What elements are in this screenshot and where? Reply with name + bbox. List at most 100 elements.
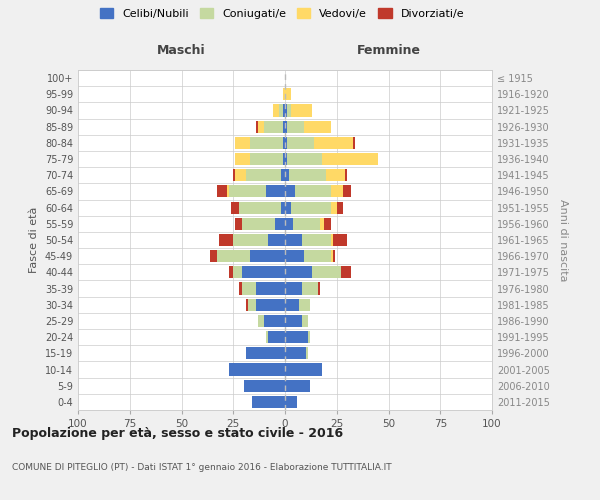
Bar <box>245 348 285 360</box>
Bar <box>242 218 275 230</box>
Bar <box>217 250 250 262</box>
Text: COMUNE DI PITEGLIO (PT) - Dati ISTAT 1° gennaio 2016 - Elaborazione TUTTITALIA.I: COMUNE DI PITEGLIO (PT) - Dati ISTAT 1° … <box>12 462 392 471</box>
Bar <box>353 137 355 149</box>
Bar <box>265 120 283 132</box>
Bar <box>256 282 285 294</box>
Bar <box>219 234 233 246</box>
Bar <box>285 348 306 360</box>
Bar <box>285 380 310 392</box>
Y-axis label: Fasce di età: Fasce di età <box>29 207 39 273</box>
Bar <box>291 104 312 117</box>
Bar <box>229 186 266 198</box>
Bar <box>302 315 308 327</box>
Bar <box>256 298 285 311</box>
Bar <box>250 137 283 149</box>
Bar <box>268 234 285 246</box>
Bar <box>299 298 310 311</box>
Bar <box>239 202 281 213</box>
Bar <box>256 120 258 132</box>
Bar <box>244 380 285 392</box>
Bar <box>231 202 239 213</box>
Bar <box>293 218 320 230</box>
Bar <box>285 396 298 408</box>
Bar <box>248 298 256 311</box>
Bar <box>258 315 265 327</box>
Bar <box>285 315 302 327</box>
Bar <box>283 120 285 132</box>
Bar <box>337 202 343 213</box>
Bar <box>252 396 285 408</box>
Bar <box>343 186 351 198</box>
Bar <box>239 282 242 294</box>
Bar <box>304 250 331 262</box>
Bar <box>283 153 285 165</box>
Bar <box>283 104 285 117</box>
Bar <box>322 153 378 165</box>
Bar <box>285 234 302 246</box>
Bar <box>287 120 304 132</box>
Bar <box>250 153 283 165</box>
Bar <box>318 282 320 294</box>
Bar <box>285 298 299 311</box>
Bar <box>245 169 281 181</box>
Bar <box>331 186 343 198</box>
Bar <box>285 137 287 149</box>
Bar <box>268 331 285 343</box>
Text: Maschi: Maschi <box>157 44 206 57</box>
Bar <box>302 234 331 246</box>
Bar <box>227 186 229 198</box>
Bar <box>314 137 353 149</box>
Bar <box>242 266 285 278</box>
Bar <box>320 218 325 230</box>
Text: Femmine: Femmine <box>356 44 421 57</box>
Y-axis label: Anni di nascita: Anni di nascita <box>558 198 568 281</box>
Bar <box>258 120 265 132</box>
Bar <box>341 266 351 278</box>
Bar <box>250 250 285 262</box>
Bar <box>283 137 285 149</box>
Bar <box>331 250 332 262</box>
Bar <box>283 88 285 101</box>
Bar <box>325 218 331 230</box>
Bar <box>235 137 250 149</box>
Bar <box>285 186 295 198</box>
Bar <box>308 331 310 343</box>
Bar <box>345 169 347 181</box>
Bar <box>332 234 347 246</box>
Bar <box>233 266 242 278</box>
Bar <box>331 234 332 246</box>
Bar <box>275 218 285 230</box>
Bar <box>285 120 287 132</box>
Bar <box>229 364 285 376</box>
Bar <box>279 104 283 117</box>
Bar <box>332 250 335 262</box>
Bar <box>211 250 217 262</box>
Bar <box>281 202 285 213</box>
Bar <box>287 104 291 117</box>
Bar <box>235 218 242 230</box>
Bar <box>233 169 235 181</box>
Bar <box>306 348 308 360</box>
Bar <box>235 169 245 181</box>
Bar <box>266 331 268 343</box>
Bar <box>285 266 312 278</box>
Bar <box>235 153 250 165</box>
Bar <box>285 250 304 262</box>
Bar <box>242 282 256 294</box>
Bar <box>229 266 233 278</box>
Bar <box>272 104 279 117</box>
Bar <box>289 169 326 181</box>
Bar <box>233 234 268 246</box>
Bar <box>285 153 287 165</box>
Bar <box>304 120 331 132</box>
Bar <box>331 202 337 213</box>
Bar <box>285 364 322 376</box>
Bar <box>295 186 331 198</box>
Bar <box>217 186 227 198</box>
Bar <box>285 202 291 213</box>
Bar <box>285 218 293 230</box>
Bar <box>287 137 314 149</box>
Bar <box>265 315 285 327</box>
Bar <box>285 104 287 117</box>
Bar <box>287 153 322 165</box>
